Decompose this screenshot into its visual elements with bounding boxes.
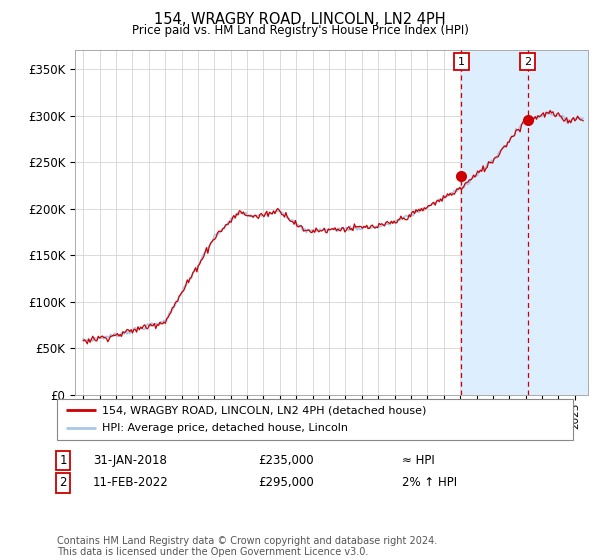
- Text: 154, WRAGBY ROAD, LINCOLN, LN2 4PH (detached house): 154, WRAGBY ROAD, LINCOLN, LN2 4PH (deta…: [102, 405, 427, 415]
- Text: Price paid vs. HM Land Registry's House Price Index (HPI): Price paid vs. HM Land Registry's House …: [131, 24, 469, 37]
- Text: ≈ HPI: ≈ HPI: [402, 454, 435, 467]
- Text: £235,000: £235,000: [258, 454, 314, 467]
- Text: 31-JAN-2018: 31-JAN-2018: [93, 454, 167, 467]
- Text: 1: 1: [458, 57, 465, 67]
- Text: £295,000: £295,000: [258, 476, 314, 489]
- Text: 2: 2: [59, 476, 67, 489]
- Text: 2: 2: [524, 57, 531, 67]
- Text: 11-FEB-2022: 11-FEB-2022: [93, 476, 169, 489]
- Bar: [461, 50, 588, 395]
- Text: 154, WRAGBY ROAD, LINCOLN, LN2 4PH: 154, WRAGBY ROAD, LINCOLN, LN2 4PH: [154, 12, 446, 27]
- Text: HPI: Average price, detached house, Lincoln: HPI: Average price, detached house, Linc…: [102, 423, 348, 433]
- Text: 1: 1: [59, 454, 67, 467]
- Text: 2% ↑ HPI: 2% ↑ HPI: [402, 476, 457, 489]
- Text: Contains HM Land Registry data © Crown copyright and database right 2024.
This d: Contains HM Land Registry data © Crown c…: [57, 535, 437, 557]
